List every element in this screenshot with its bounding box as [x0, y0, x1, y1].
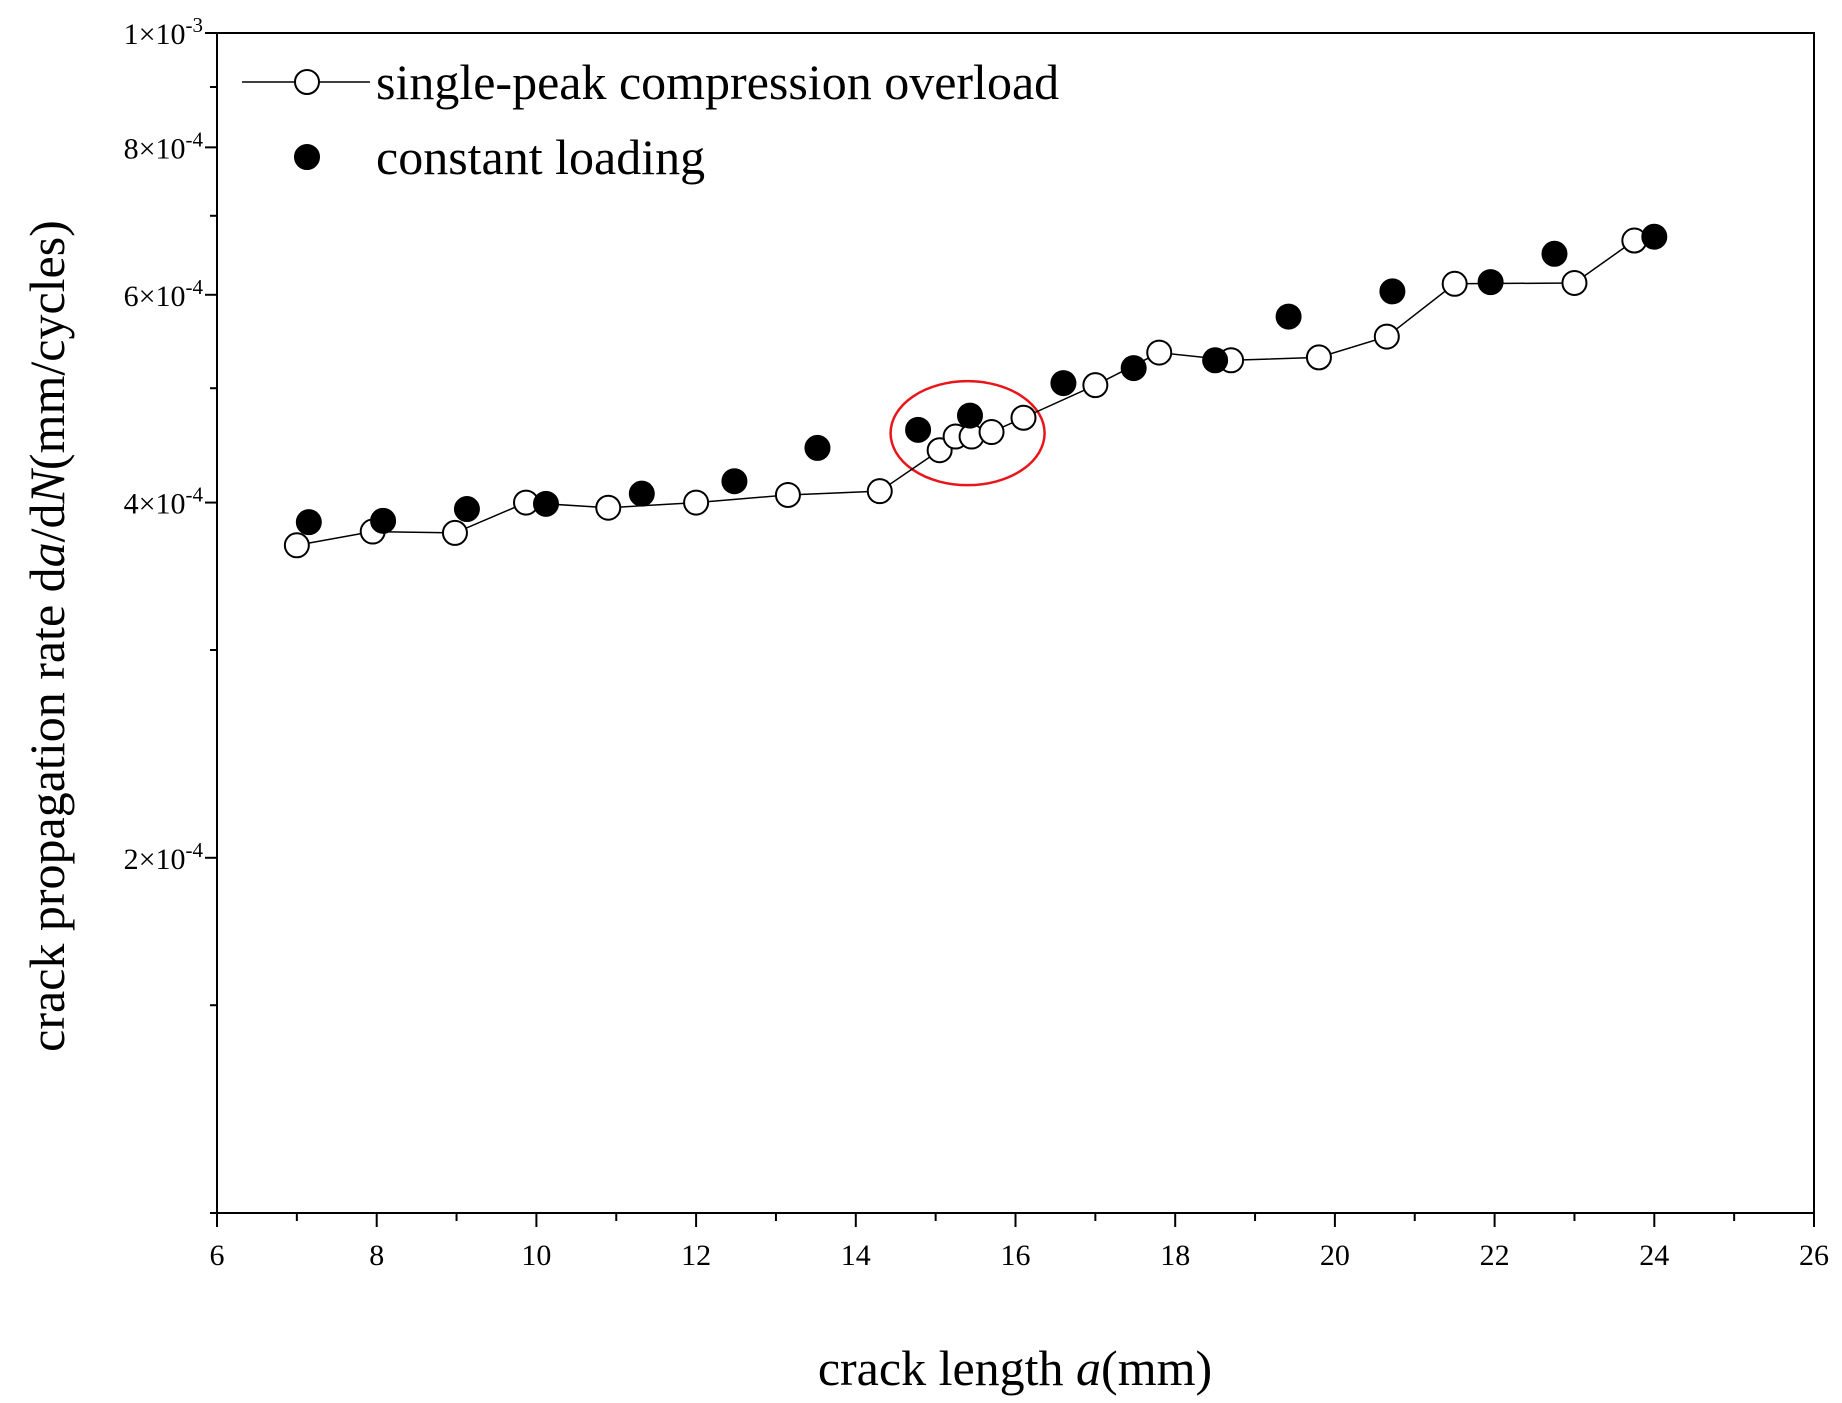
data-point-open — [1373, 323, 1400, 350]
data-point-open — [774, 481, 801, 508]
y-axis-title: crack propagation rate da/dN(mm/cycles) — [19, 220, 75, 1052]
data-point-filled — [1120, 355, 1147, 382]
data-point-filled — [453, 496, 480, 523]
data-point-filled — [370, 507, 397, 534]
data-point-filled — [532, 490, 559, 517]
x-tick-label: 8 — [369, 1239, 384, 1272]
plot-area-frame — [216, 32, 1815, 1214]
x-tick-label: 10 — [521, 1239, 551, 1272]
x-tick-label: 6 — [210, 1239, 225, 1272]
y-tick-label: 4×10-4 — [124, 483, 204, 521]
data-point-filled — [295, 509, 322, 536]
highlight-ellipse — [889, 379, 1046, 487]
legend-label: single-peak compression overload — [376, 54, 1059, 110]
series-line — [296, 239, 1635, 547]
data-point-filled — [628, 480, 655, 507]
legend-marker-open — [294, 69, 320, 95]
x-tick-label: 14 — [841, 1239, 871, 1272]
data-point-filled — [1050, 370, 1077, 397]
legend-label: constant loading — [376, 129, 705, 185]
data-point-filled — [721, 468, 748, 495]
data-point-open — [441, 519, 468, 546]
data-point-filled — [1202, 347, 1229, 374]
series-1 — [283, 227, 1648, 559]
data-point-open — [683, 489, 710, 516]
x-tick-label: 20 — [1320, 1239, 1350, 1272]
data-point-open — [1561, 269, 1588, 296]
data-point-open — [1146, 339, 1173, 366]
data-point-filled — [1379, 278, 1406, 305]
data-point-open — [1305, 344, 1332, 371]
data-point-open — [1082, 372, 1109, 399]
x-tick-label: 22 — [1480, 1239, 1510, 1272]
x-tick-label: 26 — [1799, 1239, 1829, 1272]
data-point-open — [866, 478, 893, 505]
x-tick-label: 24 — [1639, 1239, 1669, 1272]
data-point-filled — [1541, 240, 1568, 267]
legend: single-peak compression overload constant… — [242, 54, 1059, 185]
data-point-filled — [1275, 303, 1302, 330]
data-point-filled — [804, 434, 831, 461]
data-point-filled — [1641, 223, 1668, 250]
y-tick-label: 6×10-4 — [124, 275, 204, 313]
data-point-open — [1010, 404, 1037, 431]
x-tick-label: 18 — [1160, 1239, 1190, 1272]
x-tick-label: 12 — [681, 1239, 711, 1272]
data-point-filled — [1477, 269, 1504, 296]
data-point-open — [283, 532, 310, 559]
data-point-open — [978, 419, 1005, 446]
data-point-open — [1441, 270, 1468, 297]
data-point-filled — [905, 416, 932, 443]
data-point-open — [595, 494, 622, 521]
x-axis-title: crack length a(mm) — [818, 1340, 1212, 1396]
y-tick-label: 1×10-3 — [124, 13, 203, 51]
x-tick-label: 16 — [1001, 1239, 1031, 1272]
legend-marker-filled — [294, 144, 320, 170]
series-2 — [295, 223, 1668, 536]
data-point-filled — [956, 402, 983, 429]
y-tick-label: 8×10-4 — [124, 127, 204, 165]
y-tick-label: 2×10-4 — [124, 838, 204, 876]
